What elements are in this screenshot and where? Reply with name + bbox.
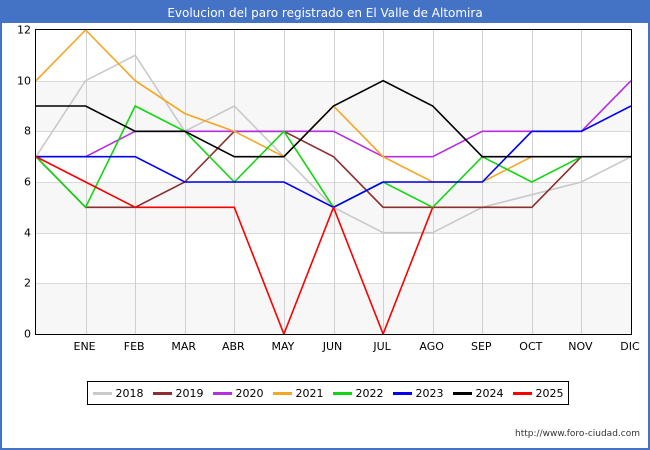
- x-axis-tick-label: FEB: [123, 340, 145, 353]
- plot-area: [35, 29, 632, 335]
- x-axis-tick-label: SEP: [470, 340, 492, 353]
- chart-legend: 2018 2019 2020 2021 2022 2023 2024 2025: [87, 381, 569, 405]
- window-title-bar: Evolucion del paro registrado en El Vall…: [2, 2, 648, 23]
- series-lines: [36, 30, 631, 334]
- y-axis-tick-label: 2: [24, 276, 31, 290]
- series-line-2020: [36, 80, 631, 158]
- legend-item-label: 2023: [415, 386, 444, 400]
- legend-item-label: 2021: [295, 386, 324, 400]
- legend-item-label: 2018: [115, 386, 144, 400]
- legend-item-2023[interactable]: 2023: [392, 386, 444, 400]
- page-title: Evolucion del paro registrado en El Vall…: [167, 5, 483, 20]
- x-axis-tick-label: AGO: [419, 340, 444, 353]
- legend-item-label: 2025: [535, 386, 564, 400]
- x-axis: ENE FEB MAR ABR MAY JUN JUL AGO SEP OCT NOV DIC: [35, 340, 640, 356]
- legend-swatch-icon: [272, 391, 292, 395]
- x-axis-tick-label: JUL: [373, 340, 391, 353]
- x-axis-tick-label: MAR: [171, 340, 197, 353]
- legend-swatch-icon: [392, 391, 412, 395]
- horizontal-gridline: [36, 182, 631, 183]
- x-axis-tick-label: JUN: [322, 340, 343, 353]
- y-axis-tick-label: 10: [17, 74, 31, 88]
- y-axis-tick-label: 0: [24, 327, 31, 341]
- legend-swatch-icon: [92, 391, 112, 395]
- series-line-2025: [36, 155, 434, 334]
- x-axis-tick-label: MAY: [271, 340, 295, 353]
- y-axis-tick-label: 12: [17, 23, 31, 37]
- legend-item-2020[interactable]: 2020: [212, 386, 264, 400]
- legend-item-2025[interactable]: 2025: [512, 386, 564, 400]
- series-line-2024: [36, 79, 631, 158]
- horizontal-gridline: [36, 283, 631, 284]
- legend-item-2022[interactable]: 2022: [332, 386, 384, 400]
- legend-item-2021[interactable]: 2021: [272, 386, 324, 400]
- source-url: http://www.foro-ciudad.com: [515, 429, 640, 439]
- y-axis-tick-label: 4: [24, 226, 31, 240]
- x-axis-tick-label: ABR: [221, 340, 245, 353]
- series-line-2021: [36, 30, 533, 183]
- legend-swatch-icon: [512, 391, 532, 395]
- series-line-2022: [36, 104, 582, 209]
- legend-item-2018[interactable]: 2018: [92, 386, 144, 400]
- legend-item-2024[interactable]: 2024: [452, 386, 504, 400]
- legend-item-2019[interactable]: 2019: [152, 386, 204, 400]
- legend-swatch-icon: [332, 391, 352, 395]
- vertical-gridline: [334, 30, 335, 334]
- legend-swatch-icon: [152, 391, 172, 395]
- legend-swatch-icon: [452, 391, 472, 395]
- y-axis: 0 2 4 6 8 10 12: [2, 24, 31, 341]
- horizontal-gridline: [36, 233, 631, 234]
- series-line-2019: [36, 130, 582, 209]
- vertical-gridline: [135, 30, 136, 334]
- x-axis-tick-label: OCT: [519, 340, 543, 353]
- x-axis-tick-label: NOV: [568, 340, 593, 353]
- legend-item-label: 2020: [235, 386, 264, 400]
- legend-item-label: 2024: [475, 386, 504, 400]
- x-axis-tick-label: ENE: [73, 340, 96, 353]
- y-axis-tick-label: 6: [24, 175, 31, 189]
- x-axis-tick-label: DIC: [620, 340, 640, 353]
- legend-swatch-icon: [212, 391, 232, 395]
- legend-item-label: 2022: [355, 386, 384, 400]
- y-axis-tick-label: 8: [24, 124, 31, 138]
- legend-item-label: 2019: [175, 386, 204, 400]
- horizontal-gridline: [36, 81, 631, 82]
